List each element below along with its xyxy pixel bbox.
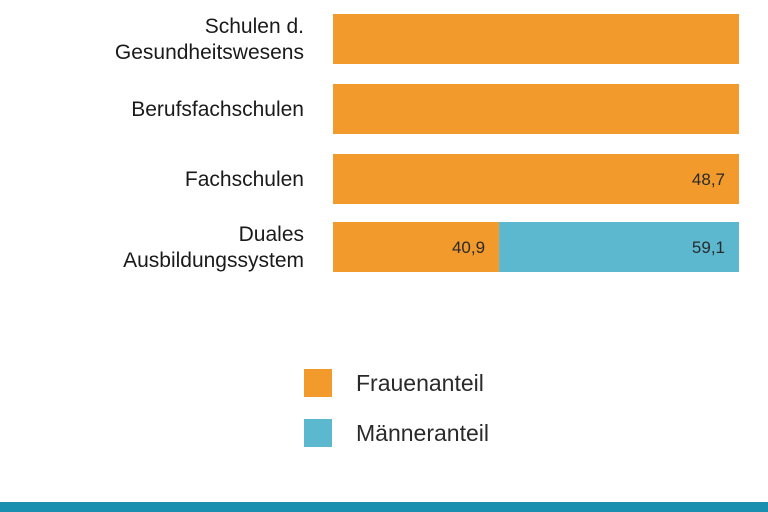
category-label-line: Berufsfachschulen [131,98,304,121]
data-label: 48,7 [692,170,725,189]
legend: Frauenanteil Männeranteil [304,368,489,468]
legend-label-maenneranteil: Männeranteil [356,419,489,446]
category-label: Berufsfachschulen [131,98,304,121]
legend-item-frauenanteil: Frauenanteil [304,368,489,398]
category-label-line: Fachschulen [185,168,304,191]
category-label: Fachschulen [185,168,304,191]
bar-frauenanteil [333,222,500,272]
legend-swatch-maenneranteil [304,419,332,447]
bar-frauenanteil [333,84,739,134]
data-label: 40,9 [452,238,485,257]
category-label-line: Duales [239,223,304,246]
bar-männeranteil [499,222,739,272]
legend-label-frauenanteil: Frauenanteil [356,369,484,396]
category-label: Duales Ausbildungssystem [123,223,304,272]
legend-swatch-frauenanteil [304,369,332,397]
footer-bar [0,502,768,512]
bar-frauenanteil [333,14,739,64]
category-label-line: Ausbildungssystem [123,249,304,272]
legend-item-maenneranteil: Männeranteil [304,418,489,448]
bar-frauenanteil [333,154,739,204]
category-label: Schulen d. Gesundheitswesens [115,15,304,64]
category-label-line: Schulen d. [205,15,304,38]
bar-chart: Schulen d. Gesundheitswesens Berufsfachsch… [115,14,739,272]
category-label-line: Gesundheitswesens [115,41,304,64]
data-label: 59,1 [692,238,725,257]
